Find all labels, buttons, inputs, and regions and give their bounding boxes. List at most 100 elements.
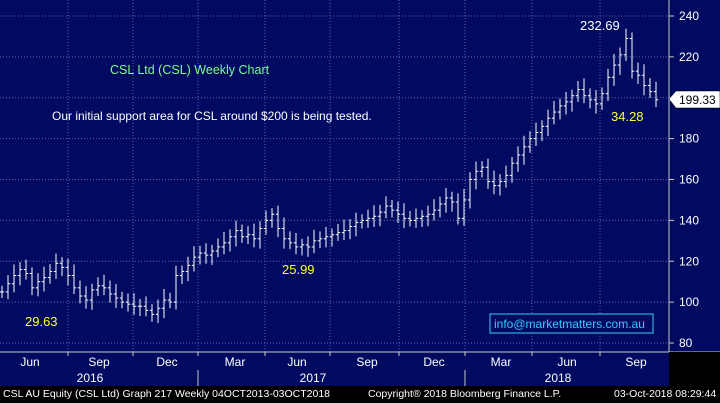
price-bar	[383, 196, 389, 219]
price-bar	[5, 275, 11, 300]
footer-copyright: Copyright® 2018 Bloomberg Finance L.P.	[368, 388, 562, 400]
price-bar	[539, 120, 545, 142]
price-bar	[71, 264, 77, 294]
price-bar	[191, 246, 197, 272]
y-tick-label: 140	[679, 213, 699, 227]
price-bar	[131, 293, 137, 315]
x-tick-label: Mar	[491, 355, 512, 369]
x-tick-label: Mar	[225, 355, 246, 369]
x-year-label: 2017	[300, 371, 327, 385]
price-bar	[107, 280, 113, 303]
price-bar	[515, 146, 521, 172]
price-bar	[479, 161, 485, 178]
price-bar	[653, 81, 659, 108]
price-bar	[203, 243, 209, 264]
price-bar	[83, 286, 89, 309]
price-bar	[485, 158, 491, 189]
chart-title: CSL Ltd (CSL) Weekly Chart	[110, 63, 270, 77]
chart-annotation: Our initial support area for CSL around …	[52, 109, 372, 123]
x-tick-label: Dec	[423, 355, 444, 369]
price-bar	[53, 253, 59, 279]
price-bar	[197, 245, 203, 265]
price-bar	[233, 220, 239, 247]
price-bar	[563, 92, 569, 115]
price-bar	[407, 210, 413, 227]
price-bar	[503, 165, 509, 188]
price-bar	[455, 193, 461, 225]
y-tick-label: 120	[679, 254, 699, 268]
price-bar	[431, 199, 437, 221]
last-price-value: 199.33	[679, 93, 716, 107]
price-bar	[167, 292, 173, 309]
price-bar	[275, 205, 281, 238]
price-bar	[215, 238, 221, 258]
x-tick-label: Sep	[356, 355, 378, 369]
y-tick-labels: 24022020018016014012010080	[669, 9, 699, 350]
price-bar	[545, 109, 551, 137]
price-bar	[359, 214, 365, 229]
price-bar	[23, 259, 29, 280]
price-bar	[449, 191, 455, 212]
price-bar	[125, 293, 131, 312]
price-bar	[641, 64, 647, 96]
price-bar	[0, 285, 5, 299]
price-bar	[341, 219, 347, 240]
contact-box[interactable]: info@marketmatters.com.au	[489, 313, 654, 334]
x-tick-label: Jun	[20, 355, 39, 369]
price-bar	[119, 291, 125, 309]
price-bar	[293, 233, 299, 255]
x-tick-label: Sep	[625, 355, 647, 369]
price-bar	[89, 283, 95, 310]
price-bar	[473, 161, 479, 190]
callout-2016: 29.63	[25, 314, 58, 329]
price-bar	[365, 209, 371, 228]
price-bars	[0, 28, 659, 323]
price-bar	[443, 188, 449, 213]
last-price-tag: 199.33	[668, 90, 720, 109]
price-bar	[329, 228, 335, 247]
price-bar	[149, 304, 155, 322]
price-bar	[143, 296, 149, 317]
price-bar	[581, 78, 587, 104]
price-bar	[101, 274, 107, 296]
price-bar	[335, 224, 341, 241]
price-bar	[47, 264, 53, 284]
price-bar	[323, 226, 329, 248]
price-bar	[569, 89, 575, 112]
price-bar	[29, 267, 35, 296]
price-bar	[239, 224, 245, 243]
price-bar	[377, 204, 383, 227]
price-bar	[419, 210, 425, 227]
price-bar	[491, 170, 497, 195]
price-bar	[173, 265, 179, 310]
x-tick-label: Sep	[88, 355, 110, 369]
price-bar	[425, 205, 431, 227]
price-bar	[347, 219, 353, 240]
footer-security-info: CSL AU Equity (CSL Ltd) Graph 217 Weekly…	[3, 388, 331, 400]
x-tick-labels: Jun Sep Dec Mar Jun Sep Dec Mar Jun Sep 2016 2017 20…	[20, 355, 647, 386]
grid-layer	[0, 0, 669, 356]
axis-corner	[669, 352, 720, 386]
price-bar	[509, 157, 515, 183]
price-bar	[299, 238, 305, 256]
price-bar	[185, 256, 191, 282]
price-bar	[533, 122, 539, 146]
price-bar	[617, 47, 623, 75]
x-tick-label: Dec	[156, 355, 177, 369]
price-bar	[551, 101, 557, 125]
price-bar	[557, 98, 563, 120]
price-bar	[623, 28, 629, 61]
y-tick-label: 100	[679, 295, 699, 309]
price-bar	[281, 217, 287, 249]
price-bar	[605, 68, 611, 102]
price-bar	[647, 78, 653, 98]
price-bar	[629, 32, 635, 79]
y-tick-label: 220	[679, 50, 699, 64]
price-bar	[95, 277, 101, 296]
price-bar	[227, 229, 233, 252]
price-bar	[161, 289, 167, 319]
contact-email[interactable]: info@marketmatters.com.au	[494, 317, 645, 331]
axis-layer	[0, 0, 720, 386]
price-bar	[263, 210, 269, 235]
